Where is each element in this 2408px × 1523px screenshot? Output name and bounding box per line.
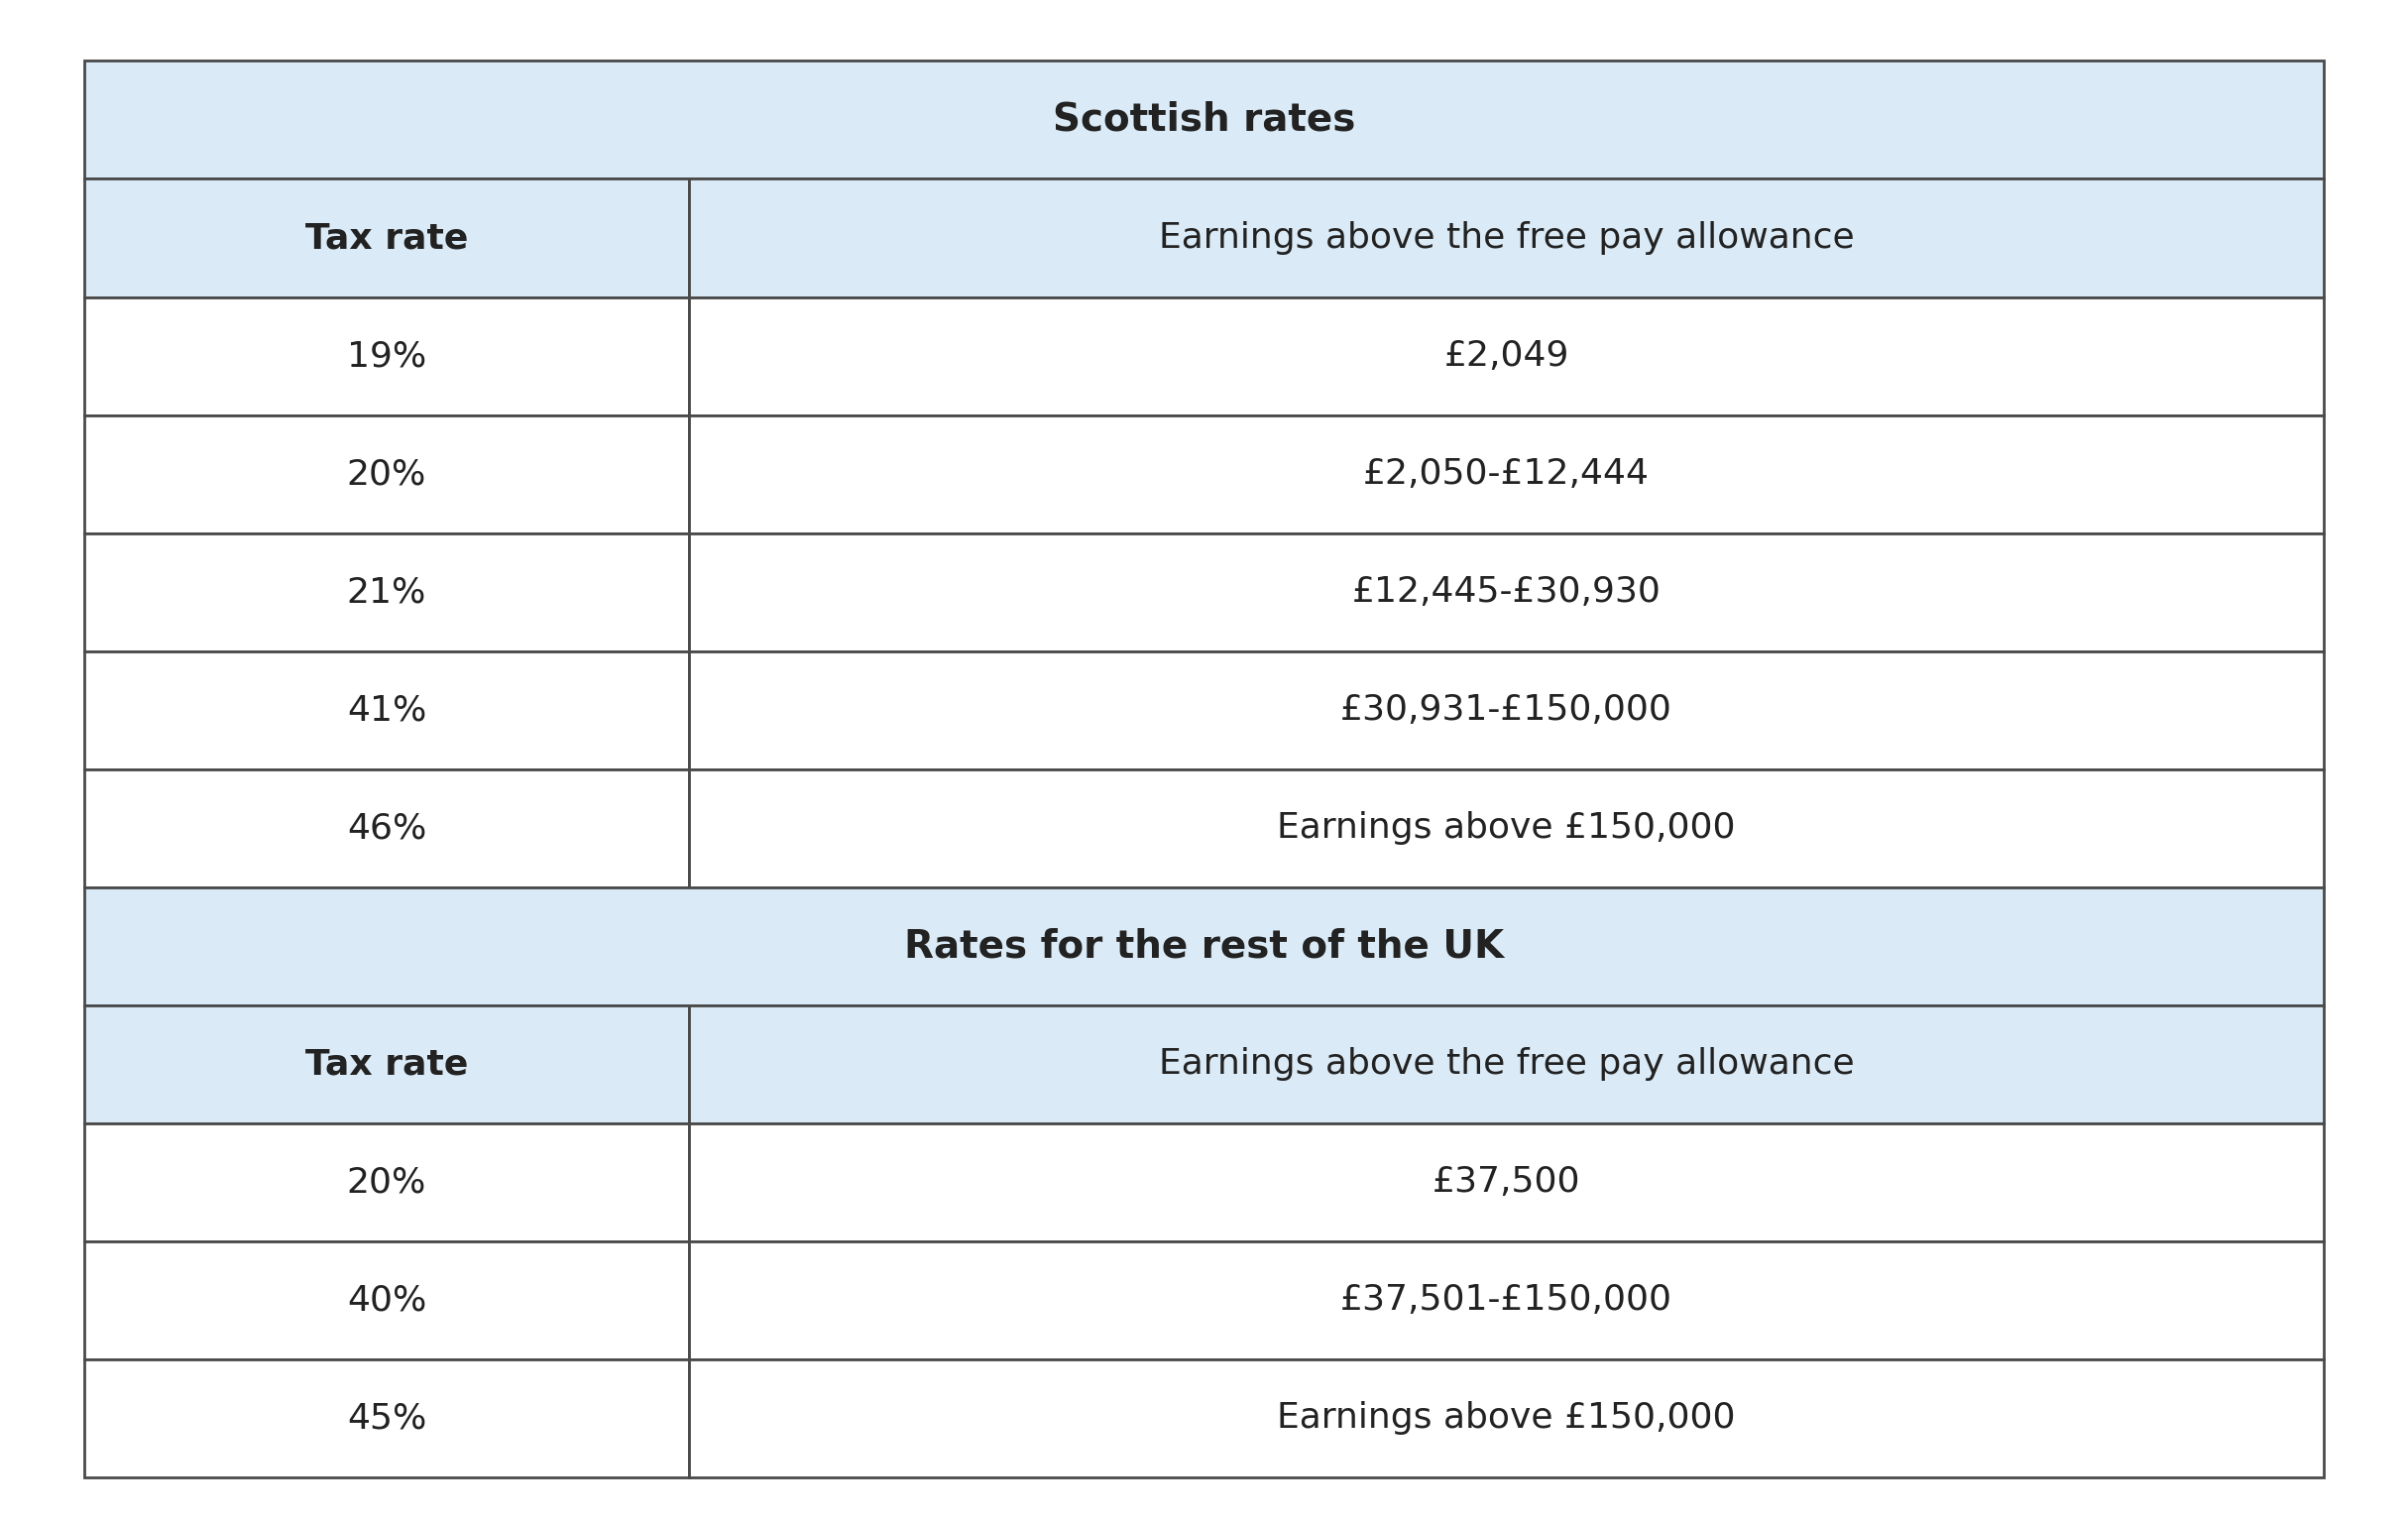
Text: 46%: 46% [347,812,426,845]
Text: Earnings above the free pay allowance: Earnings above the free pay allowance [1158,221,1854,254]
Bar [84,180,689,297]
Bar [84,652,689,769]
Bar [689,1360,2324,1477]
Bar [689,769,2324,888]
Text: Scottish rates: Scottish rates [1052,101,1356,139]
Text: Rates for the rest of the UK: Rates for the rest of the UK [903,928,1505,966]
Bar [84,1124,689,1241]
Bar [689,180,2324,297]
Text: 20%: 20% [347,457,426,490]
Text: £37,501-£150,000: £37,501-£150,000 [1341,1284,1674,1317]
Text: £30,931-£150,000: £30,931-£150,000 [1341,693,1671,726]
Bar [689,416,2324,533]
Bar [689,652,2324,769]
Bar [84,61,2324,180]
Text: 21%: 21% [347,576,426,609]
Bar [689,297,2324,416]
Text: 20%: 20% [347,1165,426,1199]
Bar [84,769,689,888]
Text: Tax rate: Tax rate [306,1048,467,1081]
Text: 45%: 45% [347,1401,426,1435]
Bar [689,1241,2324,1360]
Bar [689,1124,2324,1241]
Text: £2,050-£12,444: £2,050-£12,444 [1363,457,1649,490]
Bar [84,297,689,416]
Text: Earnings above £150,000: Earnings above £150,000 [1276,1401,1736,1435]
Bar [689,533,2324,652]
Text: 19%: 19% [347,340,426,373]
Bar [689,1005,2324,1124]
Text: 41%: 41% [347,693,426,726]
Text: Earnings above the free pay allowance: Earnings above the free pay allowance [1158,1048,1854,1081]
Text: 40%: 40% [347,1284,426,1317]
Bar [84,888,2324,1005]
Bar [84,1360,689,1477]
Bar [84,1241,689,1360]
Text: £37,500: £37,500 [1433,1165,1580,1199]
Bar [84,416,689,533]
Text: Earnings above £150,000: Earnings above £150,000 [1276,812,1736,845]
Bar [84,533,689,652]
Text: Tax rate: Tax rate [306,221,467,254]
Text: £12,445-£30,930: £12,445-£30,930 [1351,576,1662,609]
Text: £2,049: £2,049 [1445,340,1570,373]
Bar [84,1005,689,1124]
